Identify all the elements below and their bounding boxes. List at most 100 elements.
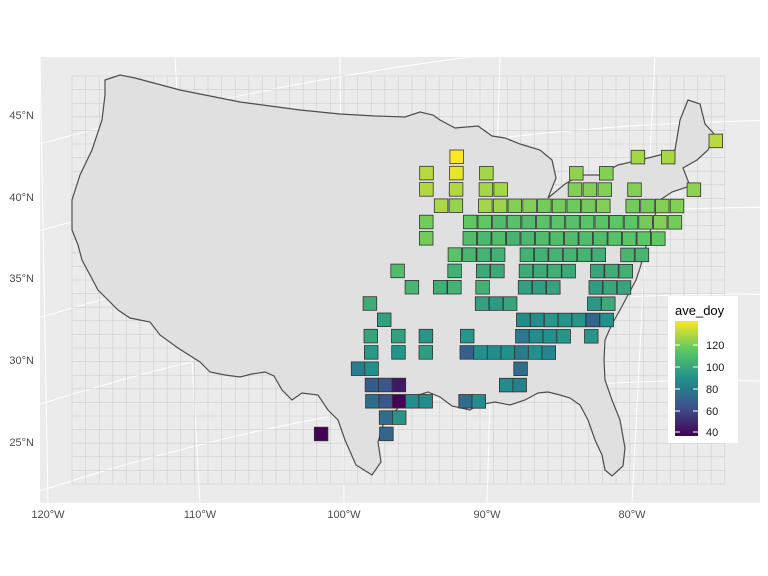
heat-cell <box>530 312 545 328</box>
heat-cell <box>550 214 566 230</box>
heat-cell <box>569 166 584 181</box>
heat-cell <box>363 345 379 360</box>
heat-cell <box>419 182 434 197</box>
heat-cell <box>620 247 635 263</box>
heat-cell <box>517 280 533 295</box>
heat-cell <box>588 280 604 295</box>
heat-cell <box>522 198 537 214</box>
heat-cell <box>601 296 616 311</box>
heat-cell <box>390 263 405 279</box>
heat-cell <box>462 214 478 230</box>
heat-cell <box>498 377 514 393</box>
x-tick-label: 100°W <box>327 509 361 521</box>
x-tick-label: 110°W <box>184 509 217 521</box>
heat-cell <box>515 328 530 344</box>
heat-cell <box>520 231 536 246</box>
x-tick-label: 90°W <box>473 509 501 521</box>
heat-cell <box>350 361 366 376</box>
heat-cell <box>585 312 601 328</box>
heat-cell <box>543 312 559 328</box>
heat-cell <box>561 263 576 279</box>
heat-cell <box>596 198 611 214</box>
x-tick-label: 120°W <box>31 509 65 521</box>
heat-cell <box>391 410 407 425</box>
heat-cell <box>418 231 434 246</box>
heat-cell <box>491 231 506 246</box>
heat-cell <box>391 328 406 344</box>
heat-cell <box>599 312 614 328</box>
heat-cell <box>492 214 507 230</box>
heat-cell <box>447 279 462 295</box>
heat-cell <box>551 198 567 214</box>
heat-cell <box>627 182 642 197</box>
heat-cell <box>502 296 518 311</box>
heat-cell <box>475 280 490 295</box>
heat-cell <box>533 263 548 279</box>
heat-cell <box>518 263 534 279</box>
heat-cell <box>623 215 639 230</box>
heat-cell <box>404 279 420 295</box>
heat-cell <box>378 377 393 393</box>
heat-cell <box>535 231 550 246</box>
heat-cell <box>391 394 407 409</box>
heat-cell <box>667 215 683 230</box>
legend: ave_doy 120 100 80 60 40 <box>668 296 738 443</box>
heat-cell <box>449 165 464 181</box>
heat-cell <box>557 312 573 328</box>
heat-cell <box>418 345 434 360</box>
heat-cell <box>475 263 491 279</box>
heat-cell <box>582 182 598 197</box>
heat-cell <box>651 231 666 246</box>
heat-cell <box>653 215 668 230</box>
heat-cell <box>593 231 608 246</box>
heat-cell <box>571 312 587 328</box>
heat-cells <box>313 133 724 442</box>
heat-cell <box>391 377 407 393</box>
heat-cell <box>541 345 557 360</box>
legend-tick-label: 40 <box>706 427 718 439</box>
legend-ticks <box>675 344 698 433</box>
x-tick-label: 80°W <box>618 509 646 521</box>
heat-cell <box>313 426 329 442</box>
heat-cell <box>609 214 624 230</box>
heat-cell <box>567 182 583 197</box>
heat-cell <box>477 214 493 230</box>
heat-cell <box>591 247 607 263</box>
heat-cell <box>708 133 724 149</box>
heat-cell <box>587 296 602 311</box>
heat-cell <box>363 328 379 344</box>
heat-cell <box>379 426 394 442</box>
heat-cell <box>432 279 448 295</box>
legend-tick-label: 120 <box>706 340 724 352</box>
heat-cell <box>364 377 380 393</box>
heat-cell <box>505 231 521 246</box>
heat-cell <box>599 166 614 181</box>
heat-cell <box>492 198 508 214</box>
heat-cell <box>459 345 475 360</box>
heat-cell <box>419 214 434 230</box>
heat-cell <box>618 263 634 279</box>
heat-cell <box>474 296 490 311</box>
heat-cell <box>448 182 464 197</box>
heat-cell <box>594 214 610 230</box>
heat-cell <box>581 198 596 214</box>
heat-cell <box>556 329 571 344</box>
heat-cell <box>478 182 494 197</box>
heat-cell <box>476 247 491 262</box>
heat-cell <box>669 198 685 214</box>
y-tick-label: 45°N <box>9 110 34 122</box>
heat-cell <box>479 165 494 181</box>
heat-cell <box>376 312 392 328</box>
heat-cell <box>625 198 640 214</box>
heat-cell <box>630 149 646 165</box>
heat-cell <box>534 247 549 262</box>
heat-cell <box>513 361 528 377</box>
heat-cell <box>462 247 477 262</box>
legend-tick-label: 100 <box>706 362 724 374</box>
heat-cell <box>528 328 544 344</box>
heat-cell <box>519 247 535 262</box>
heat-cell <box>636 231 652 246</box>
heat-cell <box>602 280 618 295</box>
heat-cell <box>365 394 380 409</box>
